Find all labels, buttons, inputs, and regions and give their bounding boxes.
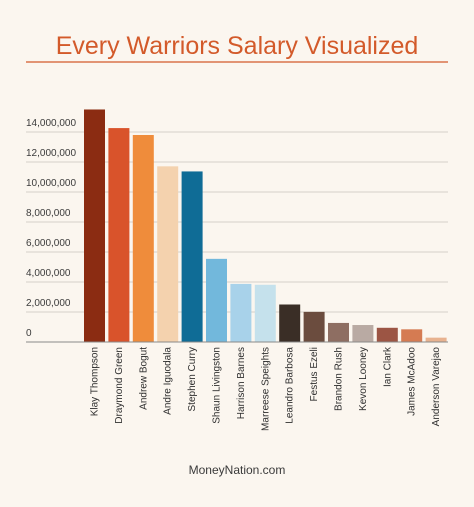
x-category-label: Harrison Barnes — [236, 347, 247, 419]
x-category-label: Festus Ezeli — [309, 347, 320, 401]
bars — [84, 109, 447, 342]
bar-festus-ezeli — [303, 311, 325, 342]
x-category-label: Brandon Rush — [334, 347, 345, 411]
bar-andrew-bogut — [132, 135, 154, 342]
x-category-label: Anderson Varejao — [431, 347, 442, 427]
bar-anderson-varejao — [425, 337, 447, 342]
x-category-label: Stephen Curry — [187, 347, 198, 411]
bar-james-mcadoo — [401, 329, 423, 342]
x-category-label: James McAdoo — [407, 347, 418, 416]
bar-stephen-curry — [181, 171, 203, 342]
bar-draymond-green — [108, 128, 130, 342]
x-category-label: Marreese Speights — [260, 347, 271, 431]
x-category-label: Kevon Looney — [358, 347, 369, 411]
bar-marreese-speights — [254, 284, 276, 342]
y-tick-label: 2,000,000 — [26, 298, 71, 309]
x-category-label: Andre Iguodala — [163, 347, 174, 415]
bar-klay-thompson — [84, 109, 105, 342]
x-category-label: Klay Thompson — [90, 347, 101, 416]
bar-ian-clark — [376, 327, 398, 342]
y-tick-label: 0 — [26, 328, 32, 339]
bar-harrison-barnes — [230, 283, 252, 342]
bar-brandon-rush — [328, 322, 349, 342]
x-category-label: Ian Clark — [382, 346, 393, 387]
bar-andre-iguodala — [157, 166, 179, 342]
y-tick-label: 4,000,000 — [26, 268, 71, 279]
x-axis-labels: Klay Thompson Draymond Green Andrew Bogut A… — [90, 346, 443, 431]
x-category-label: Leandro Barbosa — [285, 347, 296, 424]
y-tick-label: 14,000,000 — [26, 118, 76, 129]
y-tick-label: 10,000,000 — [26, 178, 76, 189]
y-tick-label: 8,000,000 — [26, 208, 71, 219]
y-tick-label: 12,000,000 — [26, 148, 76, 159]
x-category-label: Shaun Livingston — [212, 347, 223, 424]
x-category-label: Draymond Green — [114, 347, 125, 424]
bar-shaun-livingston — [206, 258, 227, 342]
bar-leandro-barbosa — [279, 304, 301, 342]
source-footer: MoneyNation.com — [189, 463, 286, 477]
chart-title: Every Warriors Salary Visualized — [56, 32, 419, 60]
x-category-label: Andrew Bogut — [138, 347, 149, 410]
y-tick-label: 6,000,000 — [26, 238, 71, 249]
bar-kevon-looney — [352, 325, 374, 342]
y-axis-ticks: 0 2,000,000 4,000,000 6,000,000 8,000,000 10,… — [26, 118, 76, 339]
